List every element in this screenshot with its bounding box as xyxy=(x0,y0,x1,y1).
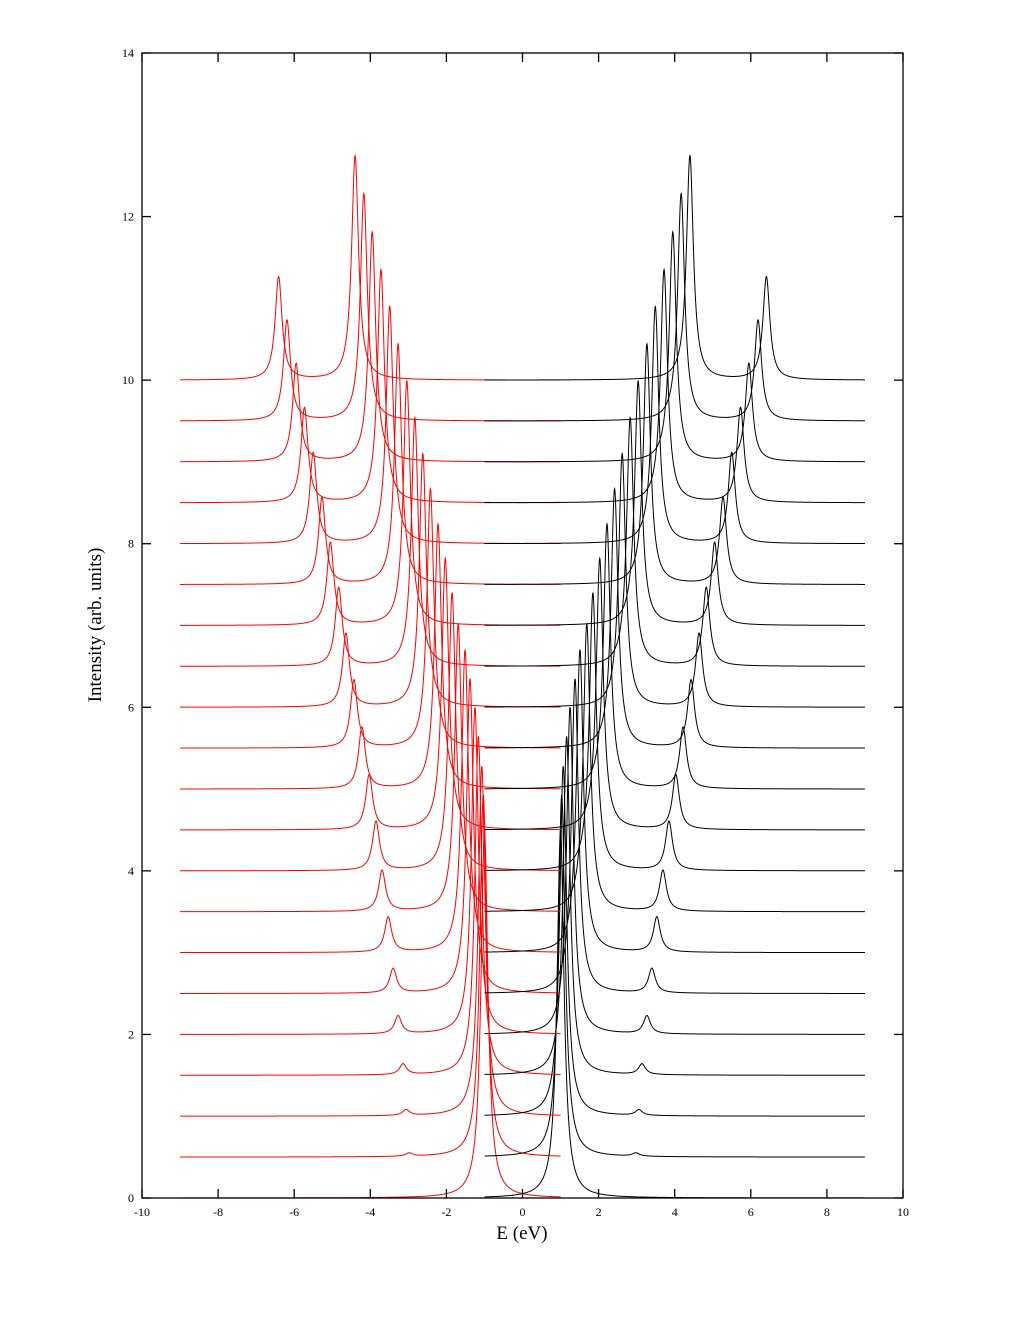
x-tick-label: 0 xyxy=(520,1205,526,1219)
x-tick-label: 6 xyxy=(748,1205,754,1219)
axis-ticks: -10 -8 -6 -4 -2 0 2 4 6 8 10 0 2 4 6 8 10 12 14 xyxy=(122,46,909,1219)
spectrum-black-2 xyxy=(484,766,865,1117)
x-tick-label: -4 xyxy=(365,1205,375,1219)
x-tick-label: -10 xyxy=(134,1205,150,1219)
spectrum-black-3 xyxy=(484,735,865,1076)
x-tick-label: -6 xyxy=(289,1205,299,1219)
spectrum-red-8 xyxy=(180,592,561,872)
spectrum-red-13 xyxy=(180,415,561,667)
x-axis-label: E (eV) xyxy=(496,1223,547,1244)
spectrum-red-10 xyxy=(180,522,561,790)
y-axis-label: Intensity (arb. units) xyxy=(85,548,106,703)
x-tick-label: 4 xyxy=(672,1205,678,1219)
spectrum-red-17 xyxy=(180,267,561,504)
spectrum-red-12 xyxy=(180,451,561,708)
spectrum-black-20 xyxy=(484,153,865,381)
y-tick-label: 14 xyxy=(122,46,134,60)
x-tick-label: -2 xyxy=(441,1205,451,1219)
spectrum-black-19 xyxy=(484,191,865,422)
x-tick-label: 10 xyxy=(897,1205,909,1219)
spectrum-red-2 xyxy=(180,766,561,1117)
y-tick-label: 4 xyxy=(128,864,134,878)
spectrum-black-8 xyxy=(484,592,865,872)
spectrum-black-14 xyxy=(484,379,865,626)
spectrum-black-13 xyxy=(484,415,865,667)
spectrum-red-19 xyxy=(180,191,561,422)
spectrum-red-7 xyxy=(180,622,561,913)
spectrum-black-10 xyxy=(484,522,865,790)
spectrum-black-17 xyxy=(484,267,865,504)
spectrum-red-11 xyxy=(180,487,561,749)
curves-group xyxy=(180,153,865,1199)
spectrum-black-1 xyxy=(484,794,865,1158)
spectrum-black-4 xyxy=(484,707,865,1035)
spectrum-red-6 xyxy=(180,649,561,954)
y-tick-label: 0 xyxy=(128,1191,134,1205)
spectrum-red-9 xyxy=(180,556,561,831)
y-tick-label: 12 xyxy=(122,210,134,224)
spectrum-black-18 xyxy=(484,229,865,463)
spectrum-red-1 xyxy=(180,794,561,1158)
x-tick-label: 2 xyxy=(596,1205,602,1219)
spectrum-red-16 xyxy=(180,305,561,545)
spectrum-black-7 xyxy=(484,622,865,913)
spectrum-black-11 xyxy=(484,487,865,749)
x-tick-label: -8 xyxy=(213,1205,223,1219)
spectrum-red-5 xyxy=(180,678,561,994)
y-tick-label: 6 xyxy=(128,700,134,714)
x-tick-label: 8 xyxy=(824,1205,830,1219)
spectrum-black-6 xyxy=(484,649,865,954)
spectrum-black-12 xyxy=(484,451,865,708)
spectrum-black-15 xyxy=(484,342,865,585)
y-tick-label: 8 xyxy=(128,537,134,551)
y-tick-label: 10 xyxy=(122,373,134,387)
spectrum-red-4 xyxy=(180,707,561,1035)
spectrum-black-5 xyxy=(484,678,865,994)
spectrum-black-9 xyxy=(484,556,865,831)
spectrum-red-3 xyxy=(180,735,561,1076)
spectrum-black-16 xyxy=(484,305,865,545)
y-tick-label: 2 xyxy=(128,1027,134,1041)
